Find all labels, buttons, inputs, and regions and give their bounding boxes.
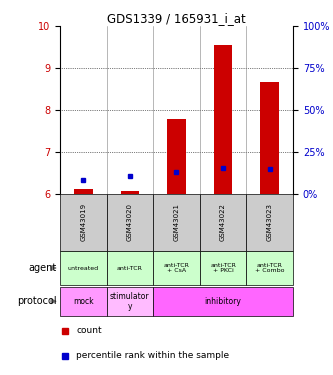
Bar (246, 194, 293, 251)
Text: anti-TCR
+ PKCi: anti-TCR + PKCi (210, 262, 236, 273)
Bar (246, 251, 293, 285)
Text: mock: mock (73, 297, 94, 306)
Bar (153, 194, 200, 251)
Text: stimulator
y: stimulator y (110, 292, 150, 311)
Bar (60, 194, 107, 251)
Bar (107, 251, 153, 285)
Bar (260, 82, 279, 194)
Bar (153, 287, 293, 316)
Bar (214, 45, 232, 194)
Bar (107, 194, 153, 251)
Text: inhibitory: inhibitory (205, 297, 241, 306)
Text: anti-TCR
+ CsA: anti-TCR + CsA (164, 262, 189, 273)
Text: untreated: untreated (68, 266, 99, 270)
Title: GDS1339 / 165931_i_at: GDS1339 / 165931_i_at (107, 12, 246, 25)
Text: GSM43021: GSM43021 (173, 203, 179, 241)
Bar (200, 194, 246, 251)
Text: anti-TCR
+ Combo: anti-TCR + Combo (255, 262, 284, 273)
Bar (167, 119, 186, 194)
Text: GSM43019: GSM43019 (80, 203, 86, 242)
Text: GSM43022: GSM43022 (220, 203, 226, 241)
Text: percentile rank within the sample: percentile rank within the sample (76, 351, 229, 360)
Text: anti-TCR: anti-TCR (117, 266, 143, 270)
Text: count: count (76, 326, 102, 335)
Bar (107, 287, 153, 316)
Bar (200, 251, 246, 285)
Bar (121, 191, 139, 194)
Bar (60, 287, 107, 316)
Text: agent: agent (28, 263, 57, 273)
Text: protocol: protocol (17, 296, 57, 306)
Text: GSM43023: GSM43023 (267, 203, 273, 241)
Bar (60, 251, 107, 285)
Text: GSM43020: GSM43020 (127, 203, 133, 241)
Bar (74, 189, 93, 194)
Bar (153, 251, 200, 285)
